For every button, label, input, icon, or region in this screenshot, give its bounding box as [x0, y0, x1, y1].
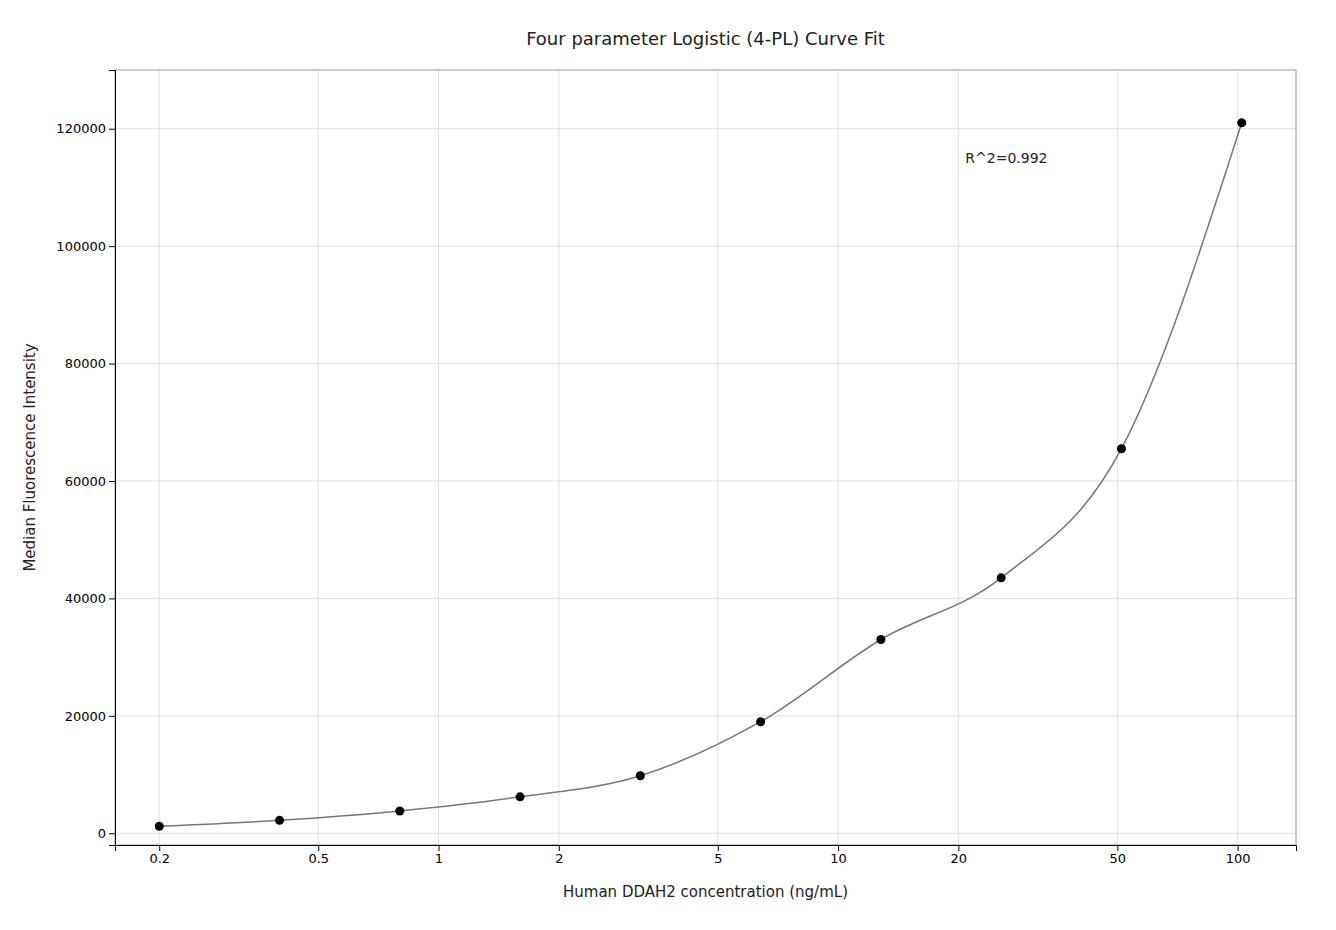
tick-mark	[159, 845, 160, 851]
tick-label: 60000	[65, 474, 106, 489]
tick-mark	[109, 598, 115, 599]
tick-mark	[559, 845, 560, 851]
tick-mark	[1238, 845, 1239, 851]
tick-mark	[718, 845, 719, 851]
tick: 10	[830, 845, 847, 866]
tick: 100	[1226, 845, 1251, 866]
tick-label: 20000	[65, 708, 106, 723]
point	[275, 816, 284, 825]
tick: 5	[714, 845, 722, 866]
tick-label: 100000	[56, 239, 106, 254]
tick-label: 80000	[65, 356, 106, 371]
grid-line-x	[318, 70, 319, 845]
tick: 1	[435, 845, 443, 866]
tick-label: 0.2	[149, 851, 170, 866]
grid-line-x	[438, 70, 439, 845]
tick-label: 120000	[56, 121, 106, 136]
point	[876, 635, 885, 644]
curve	[159, 123, 1241, 826]
grid-line-y	[115, 715, 1296, 716]
grid-line-x	[558, 70, 559, 845]
tick-mark	[1117, 845, 1118, 851]
chart: 0.2 0.5 1 2 5 10 20 50 100 0 20000 40000 60000 80000 1…	[0, 0, 1336, 930]
tick: 20000	[65, 708, 115, 723]
axis-line	[116, 846, 1297, 852]
x-axis: 0.2 0.5 1 2 5 10 20 50 100	[116, 845, 1297, 866]
tick-label: 5	[714, 851, 722, 866]
tick-mark	[109, 364, 115, 365]
x-axis-title: Human DDAH2 concentration (ng/mL)	[563, 883, 848, 901]
point	[636, 771, 645, 780]
tick: 60000	[65, 474, 115, 489]
tick-mark	[318, 845, 319, 851]
axis-line	[109, 71, 116, 846]
tick-label: 0	[98, 826, 106, 841]
tick-mark	[439, 845, 440, 851]
tick: 40000	[65, 591, 115, 606]
point	[516, 792, 525, 801]
grid-line-x	[159, 70, 160, 845]
point	[756, 717, 765, 726]
grid-line-y	[115, 598, 1296, 599]
tick: 80000	[65, 356, 115, 371]
grid-line-y	[115, 363, 1296, 364]
tick-label: 50	[1110, 851, 1127, 866]
grid-line-x	[717, 70, 718, 845]
tick-label: 1	[435, 851, 443, 866]
tick-mark	[109, 481, 115, 482]
tick-label: 2	[555, 851, 563, 866]
grid-line-y	[115, 246, 1296, 247]
grid-line-y	[115, 833, 1296, 834]
grid-line-y	[115, 128, 1296, 129]
tick-mark	[109, 716, 115, 717]
grid-line-x	[838, 70, 839, 845]
y-axis-title: Median Fluorescence Intensity	[21, 343, 39, 571]
grid-line-y	[115, 480, 1296, 481]
grid-line-x	[958, 70, 959, 845]
title: Four parameter Logistic (4-PL) Curve Fit	[526, 28, 885, 49]
tick-mark	[109, 129, 115, 130]
tick-label: 20	[951, 851, 968, 866]
y-axis: 0 20000 40000 60000 80000 100000 120000	[56, 71, 115, 846]
point	[1237, 118, 1246, 127]
tick: 120000	[56, 121, 115, 136]
tick-label: 40000	[65, 591, 106, 606]
tick-mark	[109, 246, 115, 247]
tick: 100000	[56, 239, 115, 254]
point	[997, 573, 1006, 582]
tick-mark	[838, 845, 839, 851]
plot-area	[155, 118, 1247, 830]
tick-label: 100	[1226, 851, 1251, 866]
point	[395, 806, 404, 815]
tick-mark	[109, 833, 115, 834]
tick: 50	[1110, 845, 1127, 866]
tick-label: 0.5	[308, 851, 329, 866]
grid-line-x	[1237, 70, 1238, 845]
tick-label: 10	[830, 851, 847, 866]
tick: 20	[951, 845, 968, 866]
annotation: R^2=0.992	[965, 150, 1047, 166]
grid	[115, 70, 1296, 845]
tick: 0.5	[308, 845, 329, 866]
plot-frame	[115, 70, 1296, 845]
tick: 0	[98, 826, 115, 841]
tick: 2	[555, 845, 563, 866]
tick: 0.2	[149, 845, 170, 866]
tick-mark	[958, 845, 959, 851]
point	[155, 822, 164, 831]
point	[1117, 444, 1126, 453]
